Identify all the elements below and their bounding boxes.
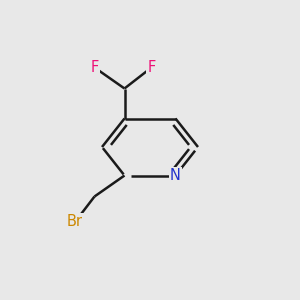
- Text: F: F: [90, 60, 99, 75]
- Text: Br: Br: [67, 214, 83, 230]
- Text: F: F: [147, 60, 156, 75]
- Text: N: N: [170, 168, 181, 183]
